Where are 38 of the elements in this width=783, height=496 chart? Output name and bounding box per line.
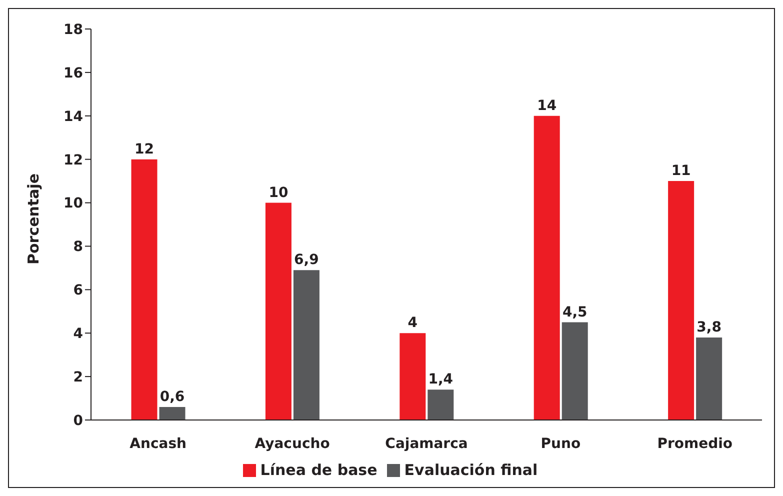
data-label: 3,8 <box>696 319 722 336</box>
x-tick-label: Ayacucho <box>254 436 330 452</box>
x-tick-label: Puno <box>540 436 581 452</box>
bar <box>668 181 694 420</box>
data-label: 4,5 <box>562 304 588 320</box>
y-tick-label: 8 <box>73 239 83 256</box>
y-tick-label: 14 <box>64 108 84 125</box>
data-label: 11 <box>671 163 691 180</box>
legend-label: Línea de base <box>260 461 378 479</box>
x-tick-label: Cajamarca <box>385 436 468 452</box>
y-axis-title: Porcentaje <box>24 173 42 264</box>
y-tick-label: 16 <box>64 65 83 82</box>
data-label: 4 <box>408 315 418 332</box>
y-tick-label: 4 <box>73 326 84 342</box>
bar <box>534 116 560 420</box>
data-label: 12 <box>134 141 154 158</box>
bar <box>293 270 320 420</box>
bar <box>428 390 454 420</box>
y-tick-label: 10 <box>64 196 84 212</box>
y-tick-label: 18 <box>64 22 83 38</box>
bar <box>131 159 158 420</box>
data-label: 14 <box>537 98 557 114</box>
legend-label: Evaluación final <box>404 461 538 479</box>
bar <box>696 337 722 420</box>
y-tick-label: 12 <box>64 152 83 168</box>
bar <box>265 202 292 420</box>
data-label: 0,6 <box>160 388 185 405</box>
x-tick-label: Ancash <box>130 436 187 452</box>
bar <box>159 406 186 420</box>
y-tick-label: 6 <box>73 282 83 299</box>
y-tick-label: 2 <box>73 370 83 386</box>
y-tick-label: 0 <box>73 412 84 429</box>
data-label: 6,9 <box>294 252 319 268</box>
data-label: 1,4 <box>428 372 454 388</box>
bar <box>400 333 426 420</box>
bar <box>562 322 588 420</box>
data-label: 10 <box>268 184 288 201</box>
x-tick-label: Promedio <box>657 436 733 452</box>
